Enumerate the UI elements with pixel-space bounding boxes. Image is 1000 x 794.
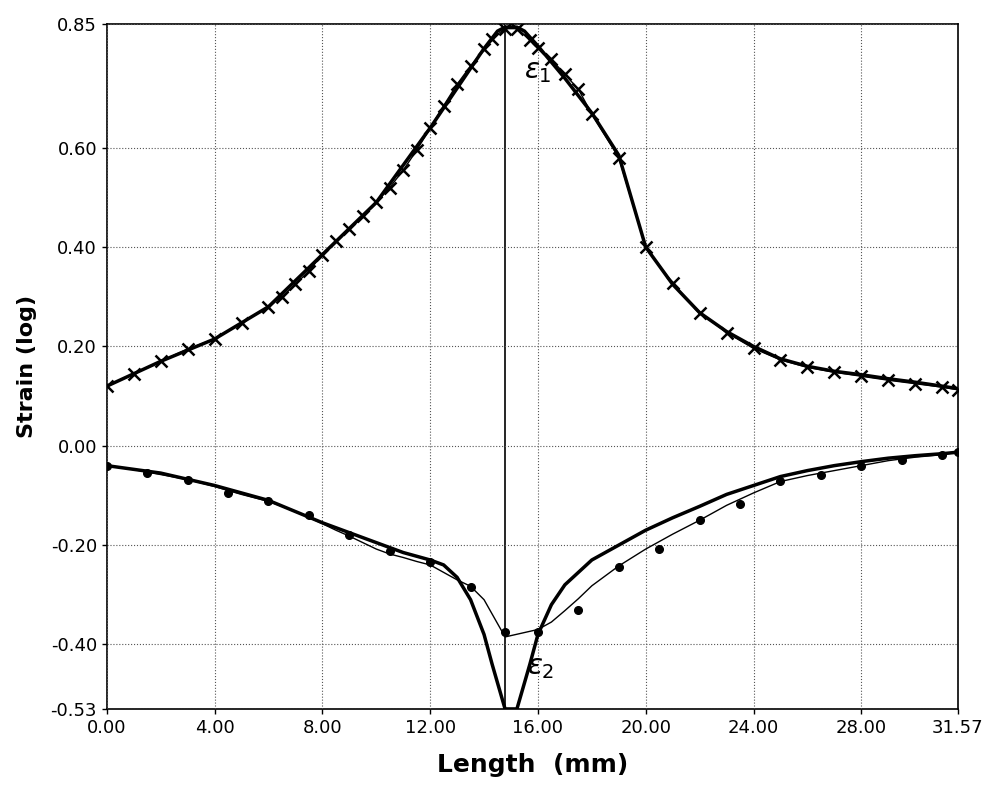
X-axis label: Length  (mm): Length (mm) — [437, 754, 628, 777]
Y-axis label: Strain (log): Strain (log) — [17, 295, 37, 437]
Text: $\varepsilon_1$: $\varepsilon_1$ — [524, 57, 552, 85]
Text: $\varepsilon_2$: $\varepsilon_2$ — [527, 653, 555, 681]
